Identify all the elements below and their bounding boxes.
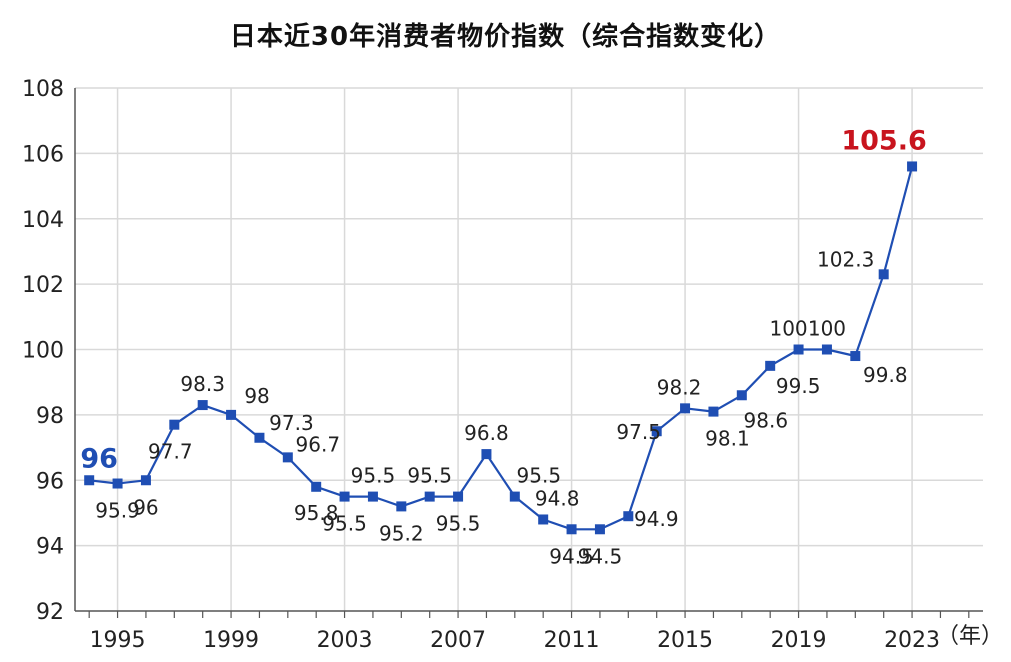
data-point-marker [396, 501, 407, 512]
data-point-marker [651, 426, 662, 437]
x-tick-label: 2023 [884, 628, 940, 653]
y-tick-label: 100 [22, 339, 64, 364]
data-point-marker [140, 475, 151, 486]
x-tick-label: 1999 [203, 628, 259, 653]
data-label: 95.5 [407, 464, 452, 488]
data-label: 100 [808, 317, 846, 341]
x-tick-label: 2007 [430, 628, 486, 653]
data-point-marker [339, 491, 350, 502]
data-label: 97.7 [148, 440, 193, 464]
data-label: 98.1 [705, 427, 750, 451]
data-point-marker [254, 432, 265, 443]
data-point-marker [736, 390, 747, 401]
data-label: 94.9 [634, 507, 679, 531]
data-label: 97.5 [616, 420, 661, 444]
data-label: 97.3 [269, 411, 314, 435]
data-label: 102.3 [817, 247, 874, 271]
data-point-marker [821, 344, 832, 355]
data-point-marker [538, 514, 549, 525]
data-label: 98 [244, 384, 269, 408]
data-point-marker [226, 409, 237, 420]
y-tick-label: 108 [22, 77, 64, 102]
y-tick-label: 98 [36, 404, 64, 429]
chart-title: 日本近30年消费者物价指数（综合指数变化） [229, 22, 782, 52]
data-label: 105.6 [841, 125, 926, 156]
y-tick-label: 104 [22, 208, 64, 233]
data-point-marker [311, 481, 322, 492]
data-point-marker [623, 511, 634, 522]
data-point-marker [367, 491, 378, 502]
data-point-marker [112, 478, 123, 489]
data-label: 95.8 [294, 501, 339, 525]
series-line [89, 166, 914, 531]
tick-labels: 92 94 96 98 100 102 104 106 108 1995 1999 2003 2007 2… [22, 77, 940, 653]
data-point-marker [765, 360, 776, 371]
data-label: 96 [80, 443, 118, 474]
data-label: 96.8 [464, 421, 509, 445]
axes [74, 88, 983, 618]
x-axis-unit-label: （年） [937, 624, 1003, 649]
data-point-marker [453, 491, 464, 502]
data-point-marker [708, 406, 719, 417]
data-label: 95.5 [322, 512, 367, 536]
data-label: 99.8 [863, 363, 908, 387]
data-point-marker [169, 419, 180, 430]
data-markers [84, 161, 918, 535]
y-tick-label: 96 [36, 469, 64, 494]
data-point-marker [424, 491, 435, 502]
data-label: 95.5 [517, 464, 562, 488]
y-tick-label: 92 [36, 600, 64, 625]
y-tick-label: 102 [22, 273, 64, 298]
data-point-marker [566, 524, 577, 535]
data-point-marker [793, 344, 804, 355]
data-label: 95.5 [351, 464, 396, 488]
data-point-marker [850, 351, 861, 362]
data-point-marker [594, 524, 605, 535]
data-label: 95.5 [436, 512, 481, 536]
data-label: 94.5 [549, 544, 594, 568]
x-tick-label: 2011 [544, 628, 600, 653]
data-label: 99.5 [776, 374, 821, 398]
x-tick-label: 2019 [771, 628, 827, 653]
x-tick-label: 1995 [90, 628, 146, 653]
data-point-marker [481, 449, 492, 460]
data-label: 98.2 [657, 375, 702, 399]
data-label: 95.2 [379, 521, 424, 545]
data-point-marker [680, 403, 691, 414]
data-label: 100 [769, 317, 807, 341]
data-point-marker [282, 452, 293, 463]
grid-lines [75, 87, 983, 611]
data-label: 96.7 [296, 432, 341, 456]
y-tick-label: 94 [36, 535, 64, 560]
data-point-marker [197, 400, 208, 411]
data-label: 95.9 [95, 499, 140, 523]
x-tick-label: 2015 [657, 628, 713, 653]
data-label: 96 [133, 495, 158, 519]
data-label: 98.3 [180, 372, 225, 396]
data-label: 98.6 [744, 408, 789, 432]
y-tick-label: 106 [22, 142, 64, 167]
data-point-marker [509, 491, 520, 502]
series-line-path [89, 166, 914, 531]
data-point-marker [84, 475, 95, 486]
data-point-marker [907, 161, 918, 172]
data-label: 94.8 [535, 486, 580, 510]
data-label: 94.5 [578, 544, 623, 568]
data-point-marker [878, 269, 889, 280]
x-tick-label: 2003 [317, 628, 373, 653]
